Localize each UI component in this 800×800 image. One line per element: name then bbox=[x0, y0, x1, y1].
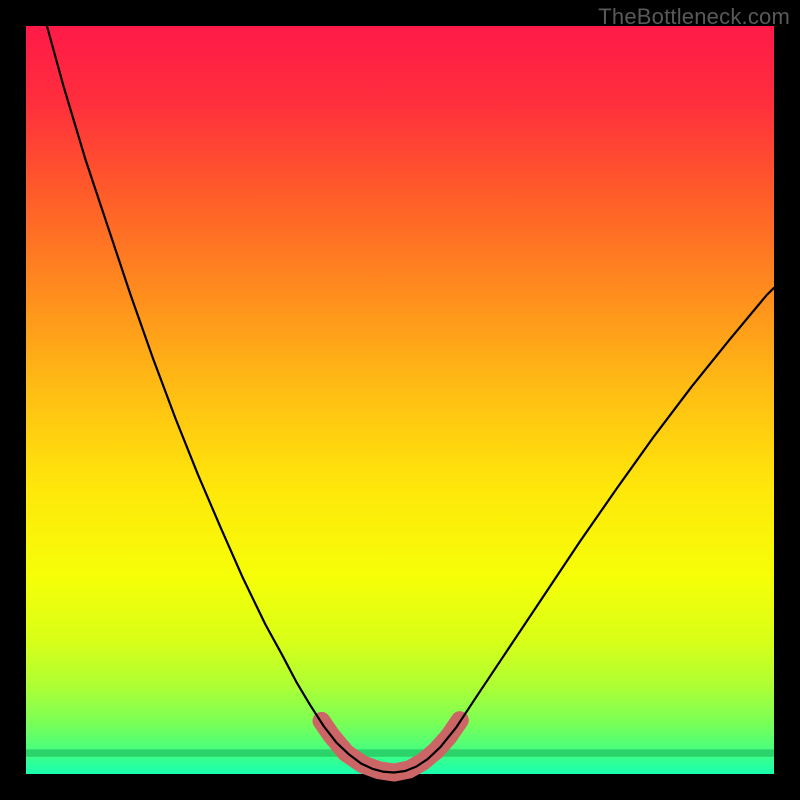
plot-background bbox=[26, 26, 774, 774]
bottleneck-chart bbox=[0, 0, 800, 800]
optimal-band bbox=[26, 749, 774, 756]
attribution-watermark: TheBottleneck.com bbox=[598, 4, 790, 30]
